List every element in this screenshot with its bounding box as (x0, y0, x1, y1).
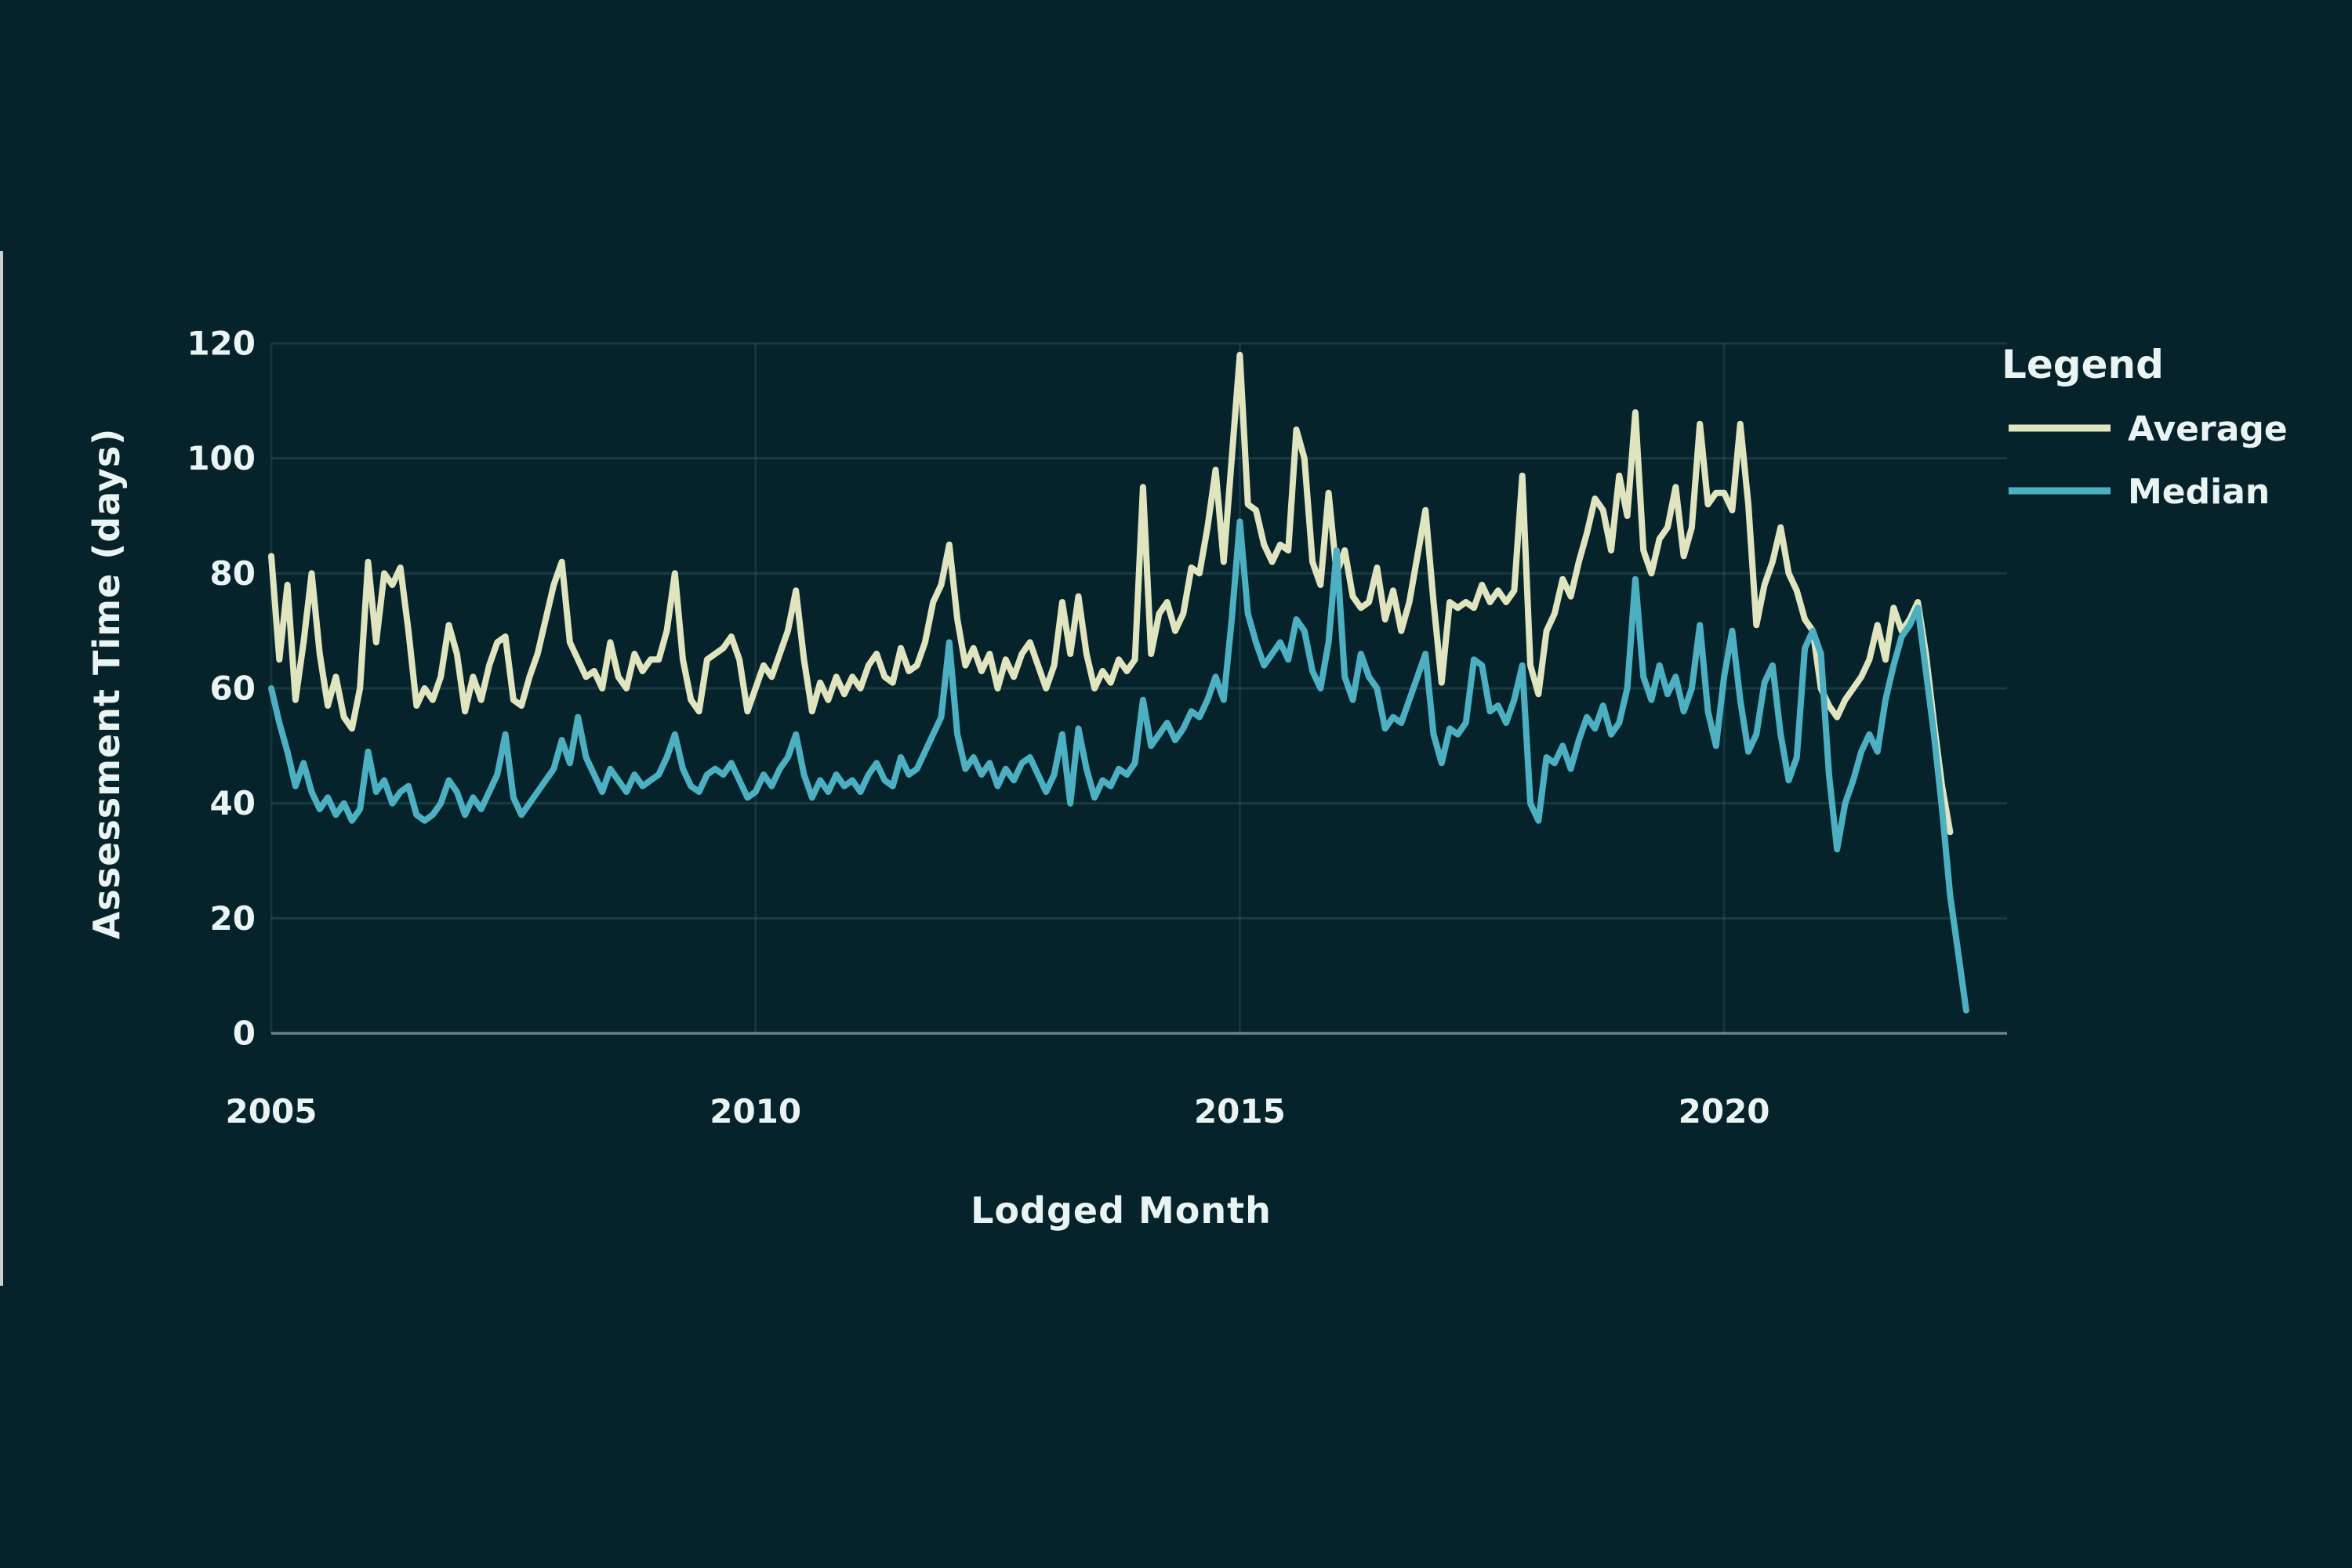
legend-label-median: Median (2128, 472, 2270, 512)
x-axis-title: Lodged Month (971, 1189, 1272, 1232)
y-tick-label: 60 (210, 670, 256, 708)
y-tick-label: 40 (210, 784, 256, 822)
average-line-series[interactable] (268, 351, 1954, 836)
y-tick-label: 20 (210, 899, 256, 938)
x-tick-label: 2005 (226, 1092, 318, 1131)
y-tick-label: 0 (233, 1014, 256, 1053)
x-axis-tick-labels: 2005 2010 2015 2020 (226, 1092, 1770, 1131)
y-axis-title: Assessment Time (days) (85, 428, 128, 939)
legend-label-average: Average (2128, 409, 2288, 449)
x-tick-label: 2015 (1194, 1092, 1286, 1131)
legend-item-average[interactable]: Average (2009, 409, 2288, 449)
x-tick-label: 2020 (1679, 1092, 1770, 1131)
y-tick-label: 120 (187, 325, 256, 363)
median-line-series[interactable] (268, 518, 1969, 1014)
horizontal-gridlines (271, 342, 2007, 920)
y-tick-label: 100 (187, 439, 256, 477)
y-tick-label: 80 (210, 554, 256, 593)
screen-edge-artifact (0, 251, 3, 1286)
legend-item-median[interactable]: Median (2009, 472, 2270, 512)
legend-title: Legend (2002, 342, 2164, 387)
x-tick-label: 2010 (710, 1092, 801, 1131)
y-axis-tick-labels: 0 20 40 60 80 100 120 (187, 325, 256, 1053)
legend: Legend Average Median (2002, 342, 2288, 512)
